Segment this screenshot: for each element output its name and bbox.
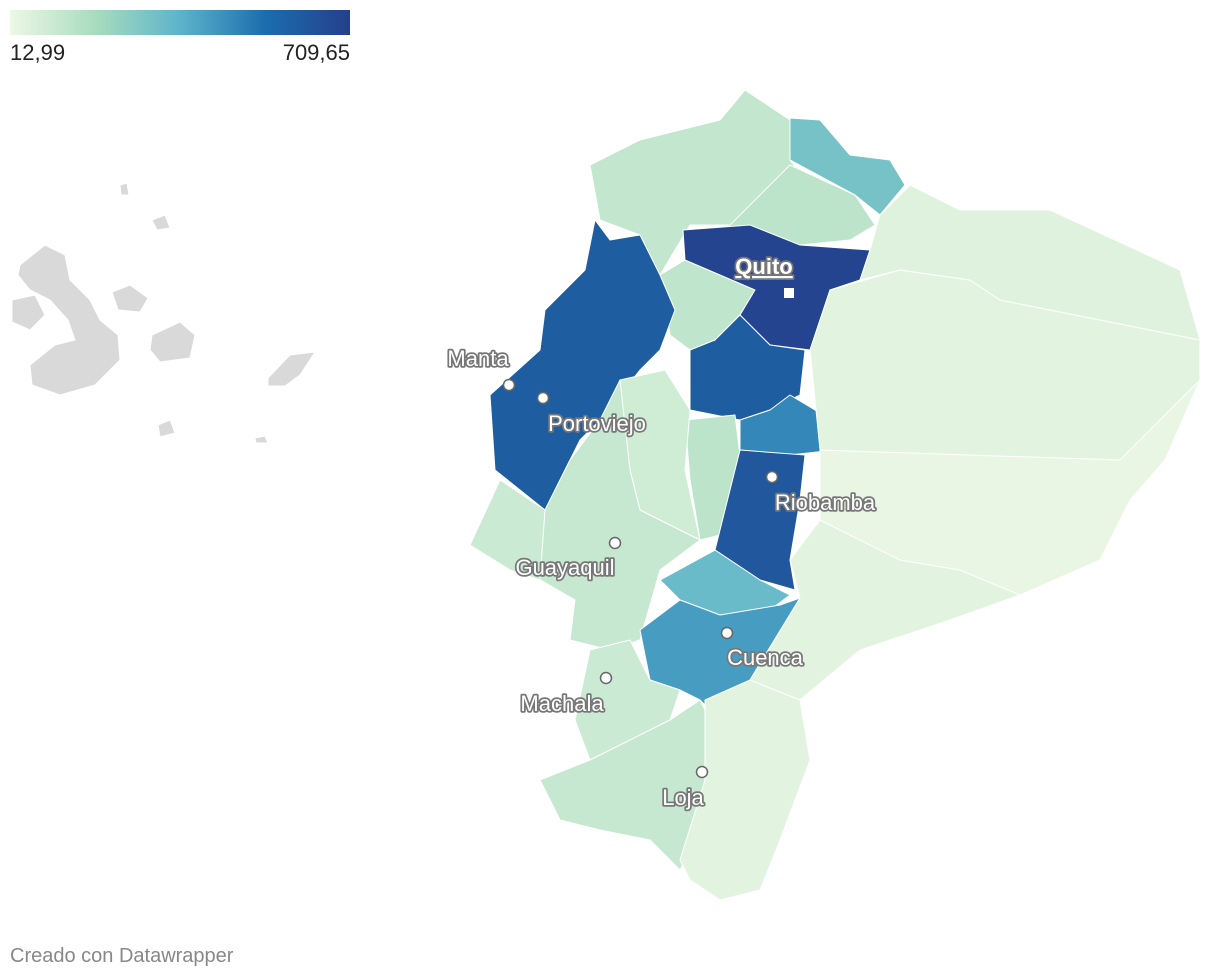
capital-marker — [784, 288, 794, 298]
galapagos — [11, 182, 317, 444]
city-marker — [536, 391, 550, 405]
island — [119, 182, 130, 196]
legend-max: 709,65 — [283, 40, 350, 65]
province — [859, 184, 1201, 341]
provinces — [469, 89, 1201, 901]
province — [714, 449, 806, 591]
cities: Quito Manta Portoviejo Guayaquil Riobamba Cue… — [446, 252, 878, 812]
province — [469, 479, 546, 581]
legend-gradient — [10, 10, 350, 35]
city-label: Machala — [520, 691, 604, 716]
city-label: Manta — [447, 346, 509, 371]
island — [151, 214, 171, 231]
city-label: Portoviejo — [548, 411, 646, 436]
city-marker — [599, 671, 613, 685]
island — [11, 294, 46, 331]
city-marker — [765, 470, 779, 484]
city-marker — [608, 536, 622, 550]
island — [157, 419, 176, 438]
legend: 12,99 709,65 — [10, 10, 350, 65]
city-label: Guayaquil — [515, 555, 614, 580]
legend-min: 12,99 — [10, 40, 65, 65]
island — [17, 244, 121, 396]
city-label: Loja — [662, 785, 704, 810]
city-label: Riobamba — [775, 490, 876, 515]
province — [689, 314, 806, 421]
city-marker — [695, 765, 709, 779]
province — [489, 219, 676, 511]
footer: Creado con Datawrapper — [10, 945, 234, 967]
island — [254, 435, 269, 444]
city-marker — [502, 378, 516, 392]
island — [149, 321, 196, 363]
province — [789, 117, 906, 216]
city-label: Cuenca — [727, 645, 804, 670]
city-label: Quito — [735, 254, 792, 279]
province — [479, 379, 701, 651]
island — [267, 351, 317, 387]
city-marker — [720, 626, 734, 640]
province — [574, 639, 681, 761]
island — [111, 284, 149, 313]
